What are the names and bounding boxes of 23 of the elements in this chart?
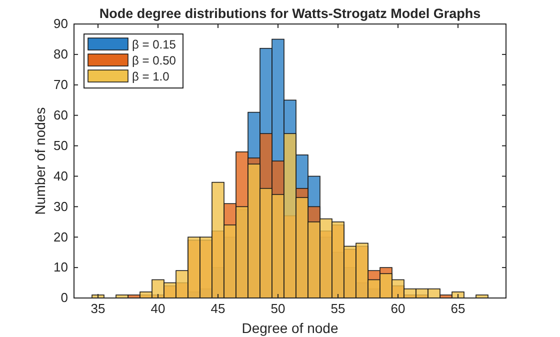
legend-label: β = 1.0: [132, 70, 170, 84]
y-tick-label: 40: [54, 168, 68, 184]
y-axis-title: Number of nodes: [32, 107, 48, 215]
y-tick-label: 10: [54, 260, 68, 275]
y-tick-label: 70: [54, 77, 68, 92]
legend-label: β = 0.15: [132, 38, 176, 52]
y-tick-label: 80: [54, 46, 68, 62]
x-tick-label: 35: [90, 301, 106, 316]
x-tick-label: 40: [150, 301, 166, 316]
x-tick-label: 55: [330, 301, 346, 316]
chart-title: Node degree distributions for Watts-Strogatz Model Graphs: [99, 6, 481, 21]
x-axis-title: Degree of node: [242, 320, 338, 336]
x-tick-label: 65: [450, 301, 466, 316]
legend-label: β = 0.50: [132, 54, 176, 68]
x-tick-label: 60: [390, 301, 406, 316]
y-tick-label: 90: [54, 16, 68, 32]
y-tick-label: 0: [60, 290, 68, 306]
y-tick-label: 20: [54, 229, 68, 244]
y-tick-label: 60: [54, 107, 68, 122]
x-tick-label: 50: [270, 301, 286, 316]
x-tick-label: 45: [210, 301, 226, 316]
y-tick-label: 30: [54, 198, 68, 214]
y-tick-label: 50: [54, 138, 68, 153]
